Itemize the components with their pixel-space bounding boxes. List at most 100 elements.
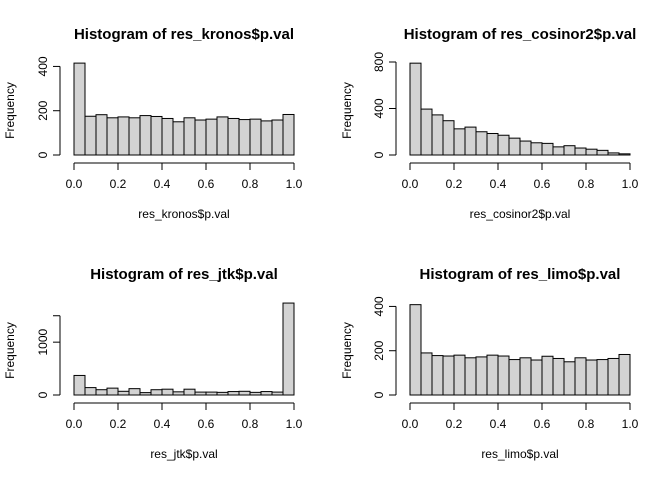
histogram-bar bbox=[216, 116, 229, 156]
histogram-bar bbox=[161, 388, 174, 396]
histogram-bar bbox=[563, 361, 576, 396]
x-tick-label: 0.8 bbox=[578, 417, 595, 431]
histogram-bar bbox=[563, 145, 576, 156]
histogram-bar bbox=[497, 134, 510, 156]
histogram-bar bbox=[453, 128, 466, 156]
histogram-bar bbox=[95, 114, 108, 156]
histogram-bar bbox=[260, 120, 273, 156]
y-tick-label: 800 bbox=[372, 52, 386, 72]
histogram-bar bbox=[117, 116, 130, 156]
x-tick-label: 0.2 bbox=[446, 177, 463, 191]
x-tick-label: 0.4 bbox=[490, 417, 507, 431]
histogram-bar bbox=[84, 115, 97, 156]
histogram-bar bbox=[271, 119, 284, 156]
histogram-bar bbox=[95, 389, 108, 396]
histogram-bar bbox=[249, 118, 262, 156]
histogram-bar bbox=[161, 117, 174, 156]
y-axis-label: Frequency bbox=[3, 322, 17, 379]
histogram-bar bbox=[216, 391, 229, 396]
histogram-bar bbox=[73, 374, 86, 396]
histogram-bar bbox=[73, 62, 86, 156]
y-axis-label: Frequency bbox=[3, 82, 17, 139]
histogram-bar bbox=[552, 357, 565, 396]
histogram-bar bbox=[574, 147, 587, 156]
histogram-bar bbox=[172, 121, 185, 156]
histogram-bar bbox=[464, 126, 477, 156]
y-tick-label: 0 bbox=[36, 391, 50, 398]
histogram-bar bbox=[139, 115, 152, 156]
histogram-bar bbox=[150, 115, 163, 156]
histogram-bar bbox=[552, 146, 565, 156]
y-tick-label: 0 bbox=[372, 151, 386, 158]
histogram-bar bbox=[282, 113, 295, 156]
histogram-bar bbox=[585, 359, 598, 396]
histogram-bar bbox=[618, 353, 631, 396]
histogram-bar bbox=[453, 354, 466, 396]
histogram-bar bbox=[271, 391, 284, 396]
histogram-bar bbox=[128, 388, 141, 396]
x-tick-label: 0.4 bbox=[154, 177, 171, 191]
histogram-bar bbox=[607, 152, 620, 156]
x-tick-label: 0.4 bbox=[154, 417, 171, 431]
x-tick-label: 0.0 bbox=[66, 417, 83, 431]
histogram-bar bbox=[194, 119, 207, 156]
histogram-bar bbox=[409, 304, 422, 396]
y-tick-label: 200 bbox=[372, 340, 386, 360]
histogram-bar bbox=[227, 117, 240, 156]
histogram-bar bbox=[431, 355, 444, 396]
x-tick-label: 0.8 bbox=[242, 417, 259, 431]
histogram-bar bbox=[530, 142, 543, 156]
y-tick-label: 400 bbox=[372, 296, 386, 316]
histogram-bar bbox=[519, 357, 532, 396]
histogram-bar bbox=[106, 117, 119, 156]
histogram-bar bbox=[541, 142, 554, 156]
histogram-bar bbox=[596, 149, 609, 156]
histogram-bar bbox=[106, 387, 119, 396]
x-tick-label: 1.0 bbox=[286, 417, 303, 431]
x-tick-label: 0.2 bbox=[446, 417, 463, 431]
histogram-bar bbox=[508, 137, 521, 156]
x-axis-label: res_jtk$p.val bbox=[150, 447, 217, 461]
x-tick-label: 0.6 bbox=[198, 417, 215, 431]
histogram-bar bbox=[618, 153, 631, 156]
histogram-bar bbox=[596, 359, 609, 396]
y-axis-label: Frequency bbox=[340, 322, 354, 379]
x-tick-label: 0.2 bbox=[110, 417, 127, 431]
x-tick-label: 1.0 bbox=[286, 177, 303, 191]
histogram-bar bbox=[530, 359, 543, 396]
histogram-bar bbox=[541, 355, 554, 396]
histogram-bar bbox=[227, 391, 240, 396]
histogram-bar bbox=[238, 390, 251, 396]
x-tick-label: 0.6 bbox=[198, 177, 215, 191]
histogram-bar bbox=[150, 389, 163, 396]
x-tick-label: 0.8 bbox=[242, 177, 259, 191]
histogram-bar bbox=[497, 355, 510, 396]
histogram-bar bbox=[475, 356, 488, 396]
histogram-bar bbox=[249, 391, 262, 396]
x-tick-label: 1.0 bbox=[622, 417, 639, 431]
y-tick-label: 400 bbox=[372, 98, 386, 118]
y-tick-label: 0 bbox=[36, 151, 50, 158]
histogram-bar bbox=[508, 359, 521, 396]
histogram-bar bbox=[183, 388, 196, 396]
chart-title: Histogram of res_cosinor2$p.val bbox=[404, 26, 637, 43]
histogram-bar bbox=[238, 119, 251, 156]
y-tick-label: 200 bbox=[36, 100, 50, 120]
histogram-bar bbox=[128, 117, 141, 156]
x-tick-label: 0.2 bbox=[110, 177, 127, 191]
histogram-bar bbox=[194, 391, 207, 396]
histogram-bar bbox=[464, 357, 477, 396]
x-tick-label: 1.0 bbox=[622, 177, 639, 191]
histogram-bar bbox=[172, 391, 185, 396]
histogram-bar bbox=[139, 392, 152, 396]
x-tick-label: 0.4 bbox=[490, 177, 507, 191]
y-tick-label: 1000 bbox=[36, 328, 50, 355]
histogram-bar bbox=[475, 131, 488, 156]
histogram-bar bbox=[607, 357, 620, 396]
histogram-bar bbox=[486, 354, 499, 396]
x-tick-label: 0.6 bbox=[534, 417, 551, 431]
x-tick-label: 0.0 bbox=[66, 177, 83, 191]
x-tick-label: 0.0 bbox=[402, 417, 419, 431]
y-tick-label: 400 bbox=[36, 56, 50, 76]
